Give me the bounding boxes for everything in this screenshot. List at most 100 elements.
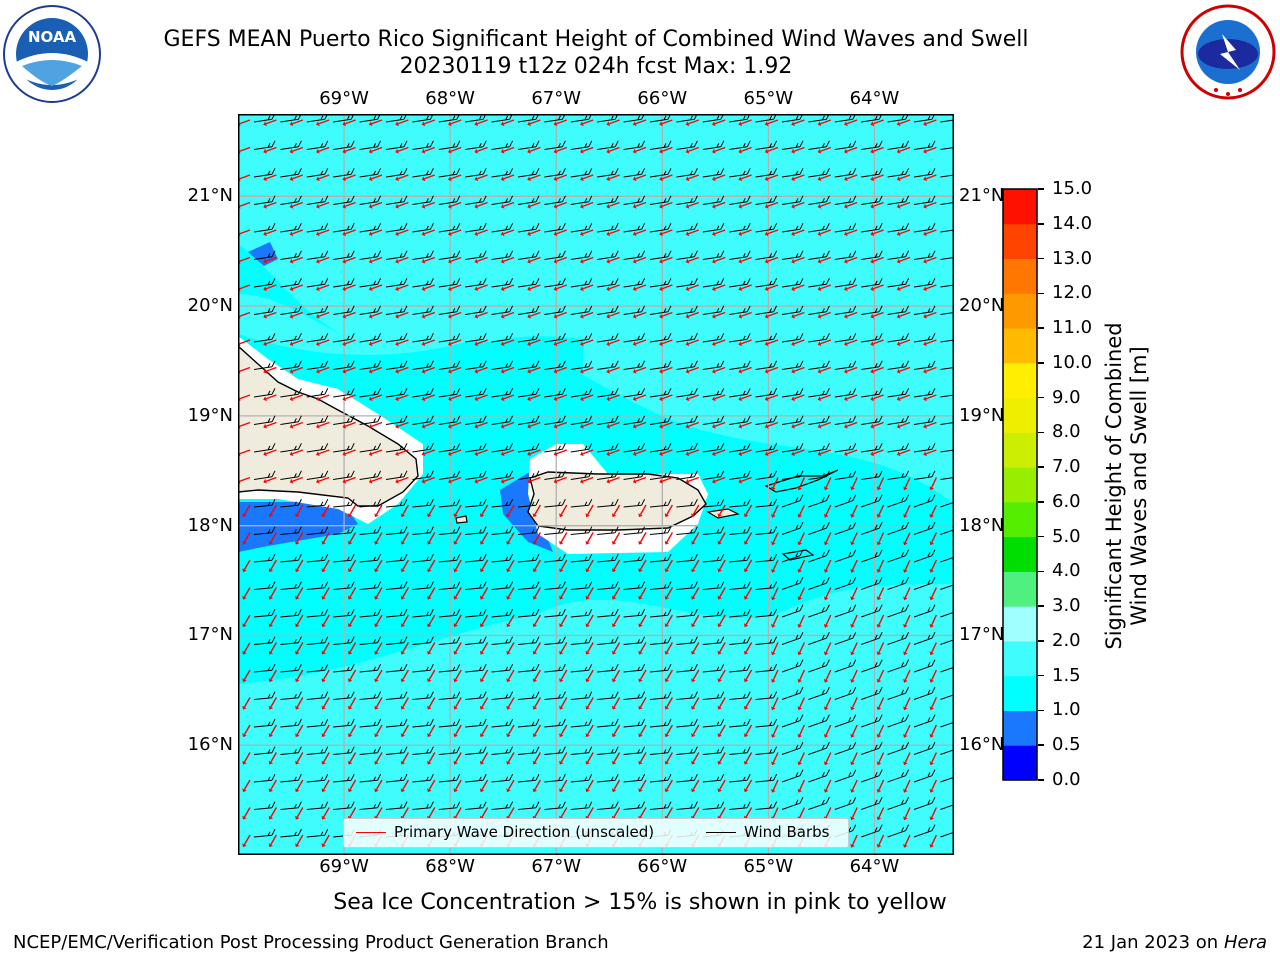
- wave-arrow: [243, 779, 251, 790]
- wind-barb: [544, 470, 566, 480]
- ocean-field-1-0m-north: [238, 244, 358, 344]
- wind-barb: [861, 824, 883, 838]
- wind-barb: [861, 686, 883, 700]
- wave-arrow-head: [685, 451, 690, 457]
- wind-barb: [438, 801, 461, 810]
- wind-barb: [544, 773, 566, 783]
- wave-arrow: [292, 366, 304, 372]
- wave-arrow-head: [368, 258, 373, 264]
- wave-arrow-head: [295, 540, 300, 545]
- wind-barb: [597, 498, 619, 508]
- wave-arrow-head: [559, 595, 564, 600]
- longitude-label-bottom: 64°W: [849, 856, 900, 877]
- wave-arrow: [477, 421, 488, 427]
- wave-arrow-head: [368, 231, 373, 237]
- wind-barb: [834, 333, 857, 343]
- wind-barb: [649, 168, 672, 178]
- wind-barb: [359, 360, 382, 370]
- wave-arrow-head: [506, 595, 511, 600]
- wind-barb: [887, 714, 910, 728]
- wave-arrow: [503, 146, 515, 152]
- wave-arrow: [878, 807, 885, 818]
- wave-arrow: [239, 284, 251, 290]
- wave-arrow-head: [342, 203, 347, 209]
- wave-arrow: [899, 339, 911, 345]
- wind-barb: [649, 553, 672, 563]
- wave-arrow-head: [368, 368, 373, 374]
- wave-arrow: [318, 339, 330, 345]
- wave-arrow-head: [421, 286, 426, 292]
- wave-arrow: [745, 559, 753, 570]
- wave-arrow-head: [453, 568, 458, 573]
- wind-barb: [438, 305, 461, 315]
- wind-barb: [491, 718, 514, 728]
- wave-arrow-head: [896, 341, 901, 347]
- wave-arrow-head: [506, 623, 511, 628]
- wave-arrow-head: [903, 651, 908, 656]
- wind-barb: [517, 498, 540, 508]
- latitude-label-left: 18°N: [187, 514, 233, 536]
- wave-arrow: [609, 174, 620, 180]
- wave-arrow: [714, 339, 726, 345]
- ocean-field-0-5m-south-hispaniola: [238, 502, 358, 552]
- wave-arrow-head: [903, 843, 908, 848]
- wind-barb: [280, 140, 302, 150]
- wave-arrow-head: [850, 623, 855, 628]
- colorbar-tick: [1038, 744, 1044, 746]
- wave-arrow-head: [527, 396, 531, 402]
- wind-barb: [808, 360, 830, 370]
- wave-arrow: [925, 256, 937, 262]
- wind-barb: [253, 773, 276, 783]
- colorbar-tick-label: 0.0: [1052, 769, 1081, 790]
- wave-arrow-head: [453, 540, 458, 545]
- wave-arrow-head: [448, 423, 452, 429]
- wind-barb: [280, 773, 302, 783]
- wind-barb: [861, 659, 883, 673]
- wind-barb: [544, 636, 566, 645]
- wind-barb: [491, 553, 514, 563]
- wind-barb: [570, 691, 593, 700]
- wind-barb: [755, 360, 778, 370]
- wave-arrow: [639, 724, 647, 735]
- wave-arrow: [323, 559, 330, 570]
- longitude-label-bottom: 65°W: [743, 856, 794, 877]
- wave-arrow-head: [685, 368, 690, 374]
- wind-barb: [887, 576, 910, 590]
- wave-arrow: [609, 229, 620, 235]
- wave-arrow: [899, 449, 911, 455]
- wave-arrow: [318, 174, 330, 180]
- wave-arrow-head: [585, 733, 590, 738]
- wave-arrow-head: [527, 231, 531, 237]
- wind-barb: [438, 470, 461, 480]
- wave-arrow-head: [876, 706, 882, 711]
- wave-arrow-head: [427, 788, 432, 793]
- wave-arrow-head: [527, 341, 531, 347]
- wave-arrow-head: [638, 760, 643, 765]
- wave-arrow-head: [817, 203, 822, 209]
- wave-arrow-head: [342, 478, 347, 484]
- wave-arrow: [503, 366, 515, 372]
- wave-arrow: [349, 642, 357, 653]
- wave-arrow-head: [632, 313, 637, 319]
- wave-arrow-head: [923, 451, 927, 457]
- colorbar-tick: [1038, 292, 1044, 295]
- wave-arrow: [239, 146, 251, 152]
- wave-arrow: [318, 119, 330, 125]
- wave-arrow-head: [717, 705, 722, 710]
- wave-arrow-head: [712, 341, 716, 347]
- wave-arrow: [318, 146, 330, 152]
- wave-arrow: [582, 146, 594, 152]
- wave-arrow: [428, 752, 436, 763]
- wave-arrow: [639, 504, 647, 515]
- wave-arrow: [450, 174, 462, 180]
- wind-barb: [570, 553, 593, 563]
- wave-arrow-head: [632, 396, 637, 402]
- wave-arrow: [481, 724, 489, 735]
- wave-arrow: [904, 532, 911, 543]
- wave-arrow-head: [638, 595, 643, 600]
- wave-arrow-head: [817, 286, 822, 292]
- wind-barb: [412, 526, 434, 535]
- wave-arrow: [424, 476, 436, 482]
- wave-arrow: [846, 229, 858, 235]
- wind-barb: [755, 278, 778, 288]
